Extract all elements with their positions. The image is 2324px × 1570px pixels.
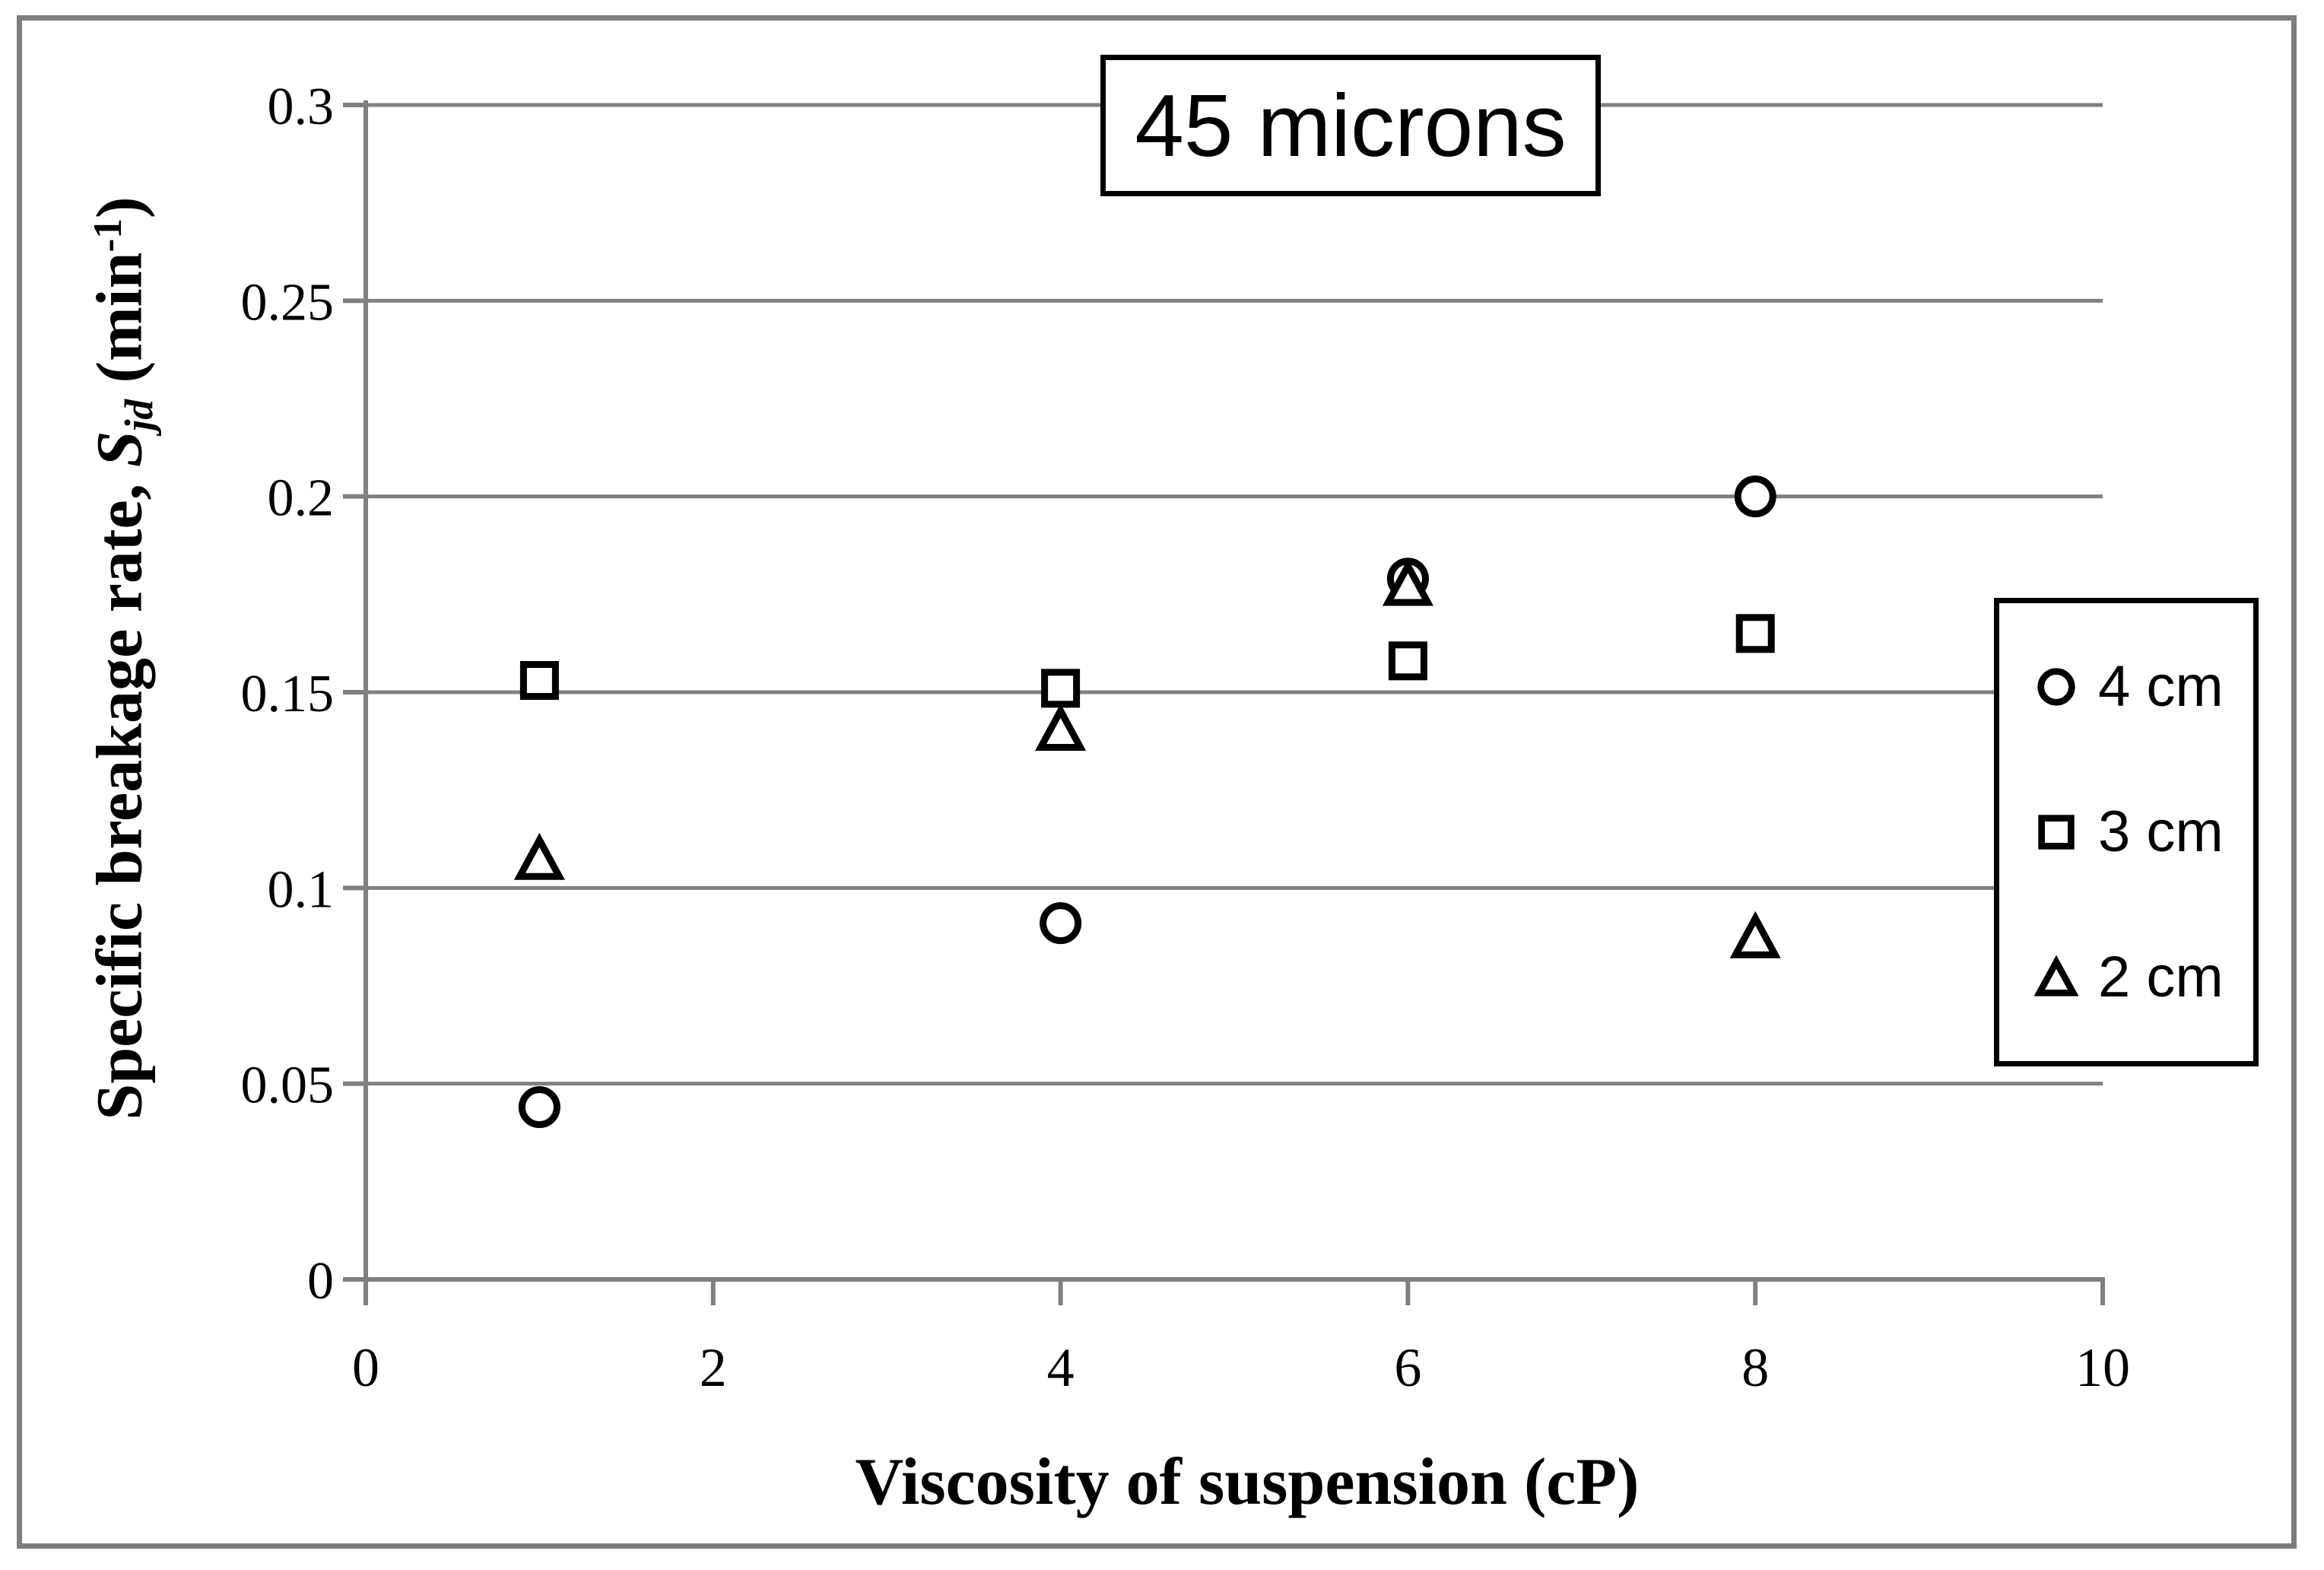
legend-item-label: 3 cm bbox=[2098, 799, 2224, 864]
data-point-marker bbox=[519, 661, 559, 701]
x-tick-label: 10 bbox=[2075, 1337, 2130, 1398]
legend-item: 3 cm bbox=[2034, 799, 2249, 864]
data-point-marker bbox=[518, 1086, 560, 1129]
x-tick-label: 0 bbox=[352, 1337, 379, 1398]
figure-border bbox=[17, 15, 2297, 1549]
data-point-marker bbox=[513, 832, 565, 880]
x-tick-label: 6 bbox=[1394, 1337, 1421, 1398]
data-point-marker bbox=[1729, 911, 1781, 958]
y-axis-unit-exponent: -1 bbox=[84, 218, 130, 253]
y-axis-title-text: Specific breakage rate, bbox=[82, 467, 156, 1120]
x-tick-label: 8 bbox=[1741, 1337, 1769, 1398]
chart-title-box: 45 microns bbox=[1100, 55, 1601, 196]
data-point-marker bbox=[1040, 902, 1082, 945]
data-point-marker bbox=[1035, 704, 1087, 751]
legend: 4 cm 3 cm 2 cm bbox=[1994, 598, 2259, 1066]
y-tick-label: 0.15 bbox=[241, 665, 335, 723]
y-tick-label: 0.2 bbox=[268, 469, 335, 528]
y-axis-title: Specific breakage rate, Sjd (min-1) bbox=[81, 11, 163, 1305]
triangle-marker-icon bbox=[2034, 955, 2078, 996]
y-tick-label: 0.25 bbox=[241, 273, 335, 332]
gridlines bbox=[366, 103, 2103, 1086]
square-marker-icon bbox=[2038, 815, 2075, 850]
x-tick-label: 2 bbox=[700, 1337, 727, 1398]
data-point-marker bbox=[1382, 558, 1433, 606]
y-tick-label: 0.3 bbox=[268, 78, 335, 136]
circle-marker-icon bbox=[2037, 668, 2075, 706]
y-axis-unit-open: (min bbox=[82, 252, 156, 399]
y-tick-label: 0.1 bbox=[268, 860, 335, 919]
data-point-marker bbox=[1734, 475, 1776, 518]
legend-item: 4 cm bbox=[2034, 653, 2249, 719]
data-point-marker bbox=[1735, 614, 1775, 653]
x-tick-label: 4 bbox=[1047, 1337, 1075, 1398]
y-axis-symbol-subscript: jd bbox=[116, 399, 162, 431]
axes bbox=[343, 100, 2105, 1305]
chart-title: 45 microns bbox=[1135, 76, 1567, 175]
series-3-cm bbox=[519, 614, 1775, 708]
legend-item-label: 4 cm bbox=[2098, 653, 2224, 719]
legend-item: 2 cm bbox=[2034, 949, 2249, 1006]
y-axis-symbol: S bbox=[82, 431, 156, 468]
legend-item-label: 2 cm bbox=[2098, 945, 2224, 1010]
y-tick-label: 0 bbox=[307, 1252, 334, 1311]
y-tick-label: 0.05 bbox=[241, 1057, 335, 1115]
tick-labels: 0 0.05 0.1 0.15 0.2 0.25 0.3 0 2 4 6 8 10 bbox=[241, 78, 2131, 1398]
series-2-cm bbox=[513, 558, 1781, 958]
x-axis-title: Viscosity of suspension (cP) bbox=[855, 1445, 1640, 1519]
data-point-marker bbox=[1041, 669, 1081, 708]
y-axis-unit-close: ) bbox=[82, 196, 156, 219]
data-point-marker bbox=[1388, 641, 1427, 681]
series-4-cm bbox=[518, 475, 1776, 1129]
